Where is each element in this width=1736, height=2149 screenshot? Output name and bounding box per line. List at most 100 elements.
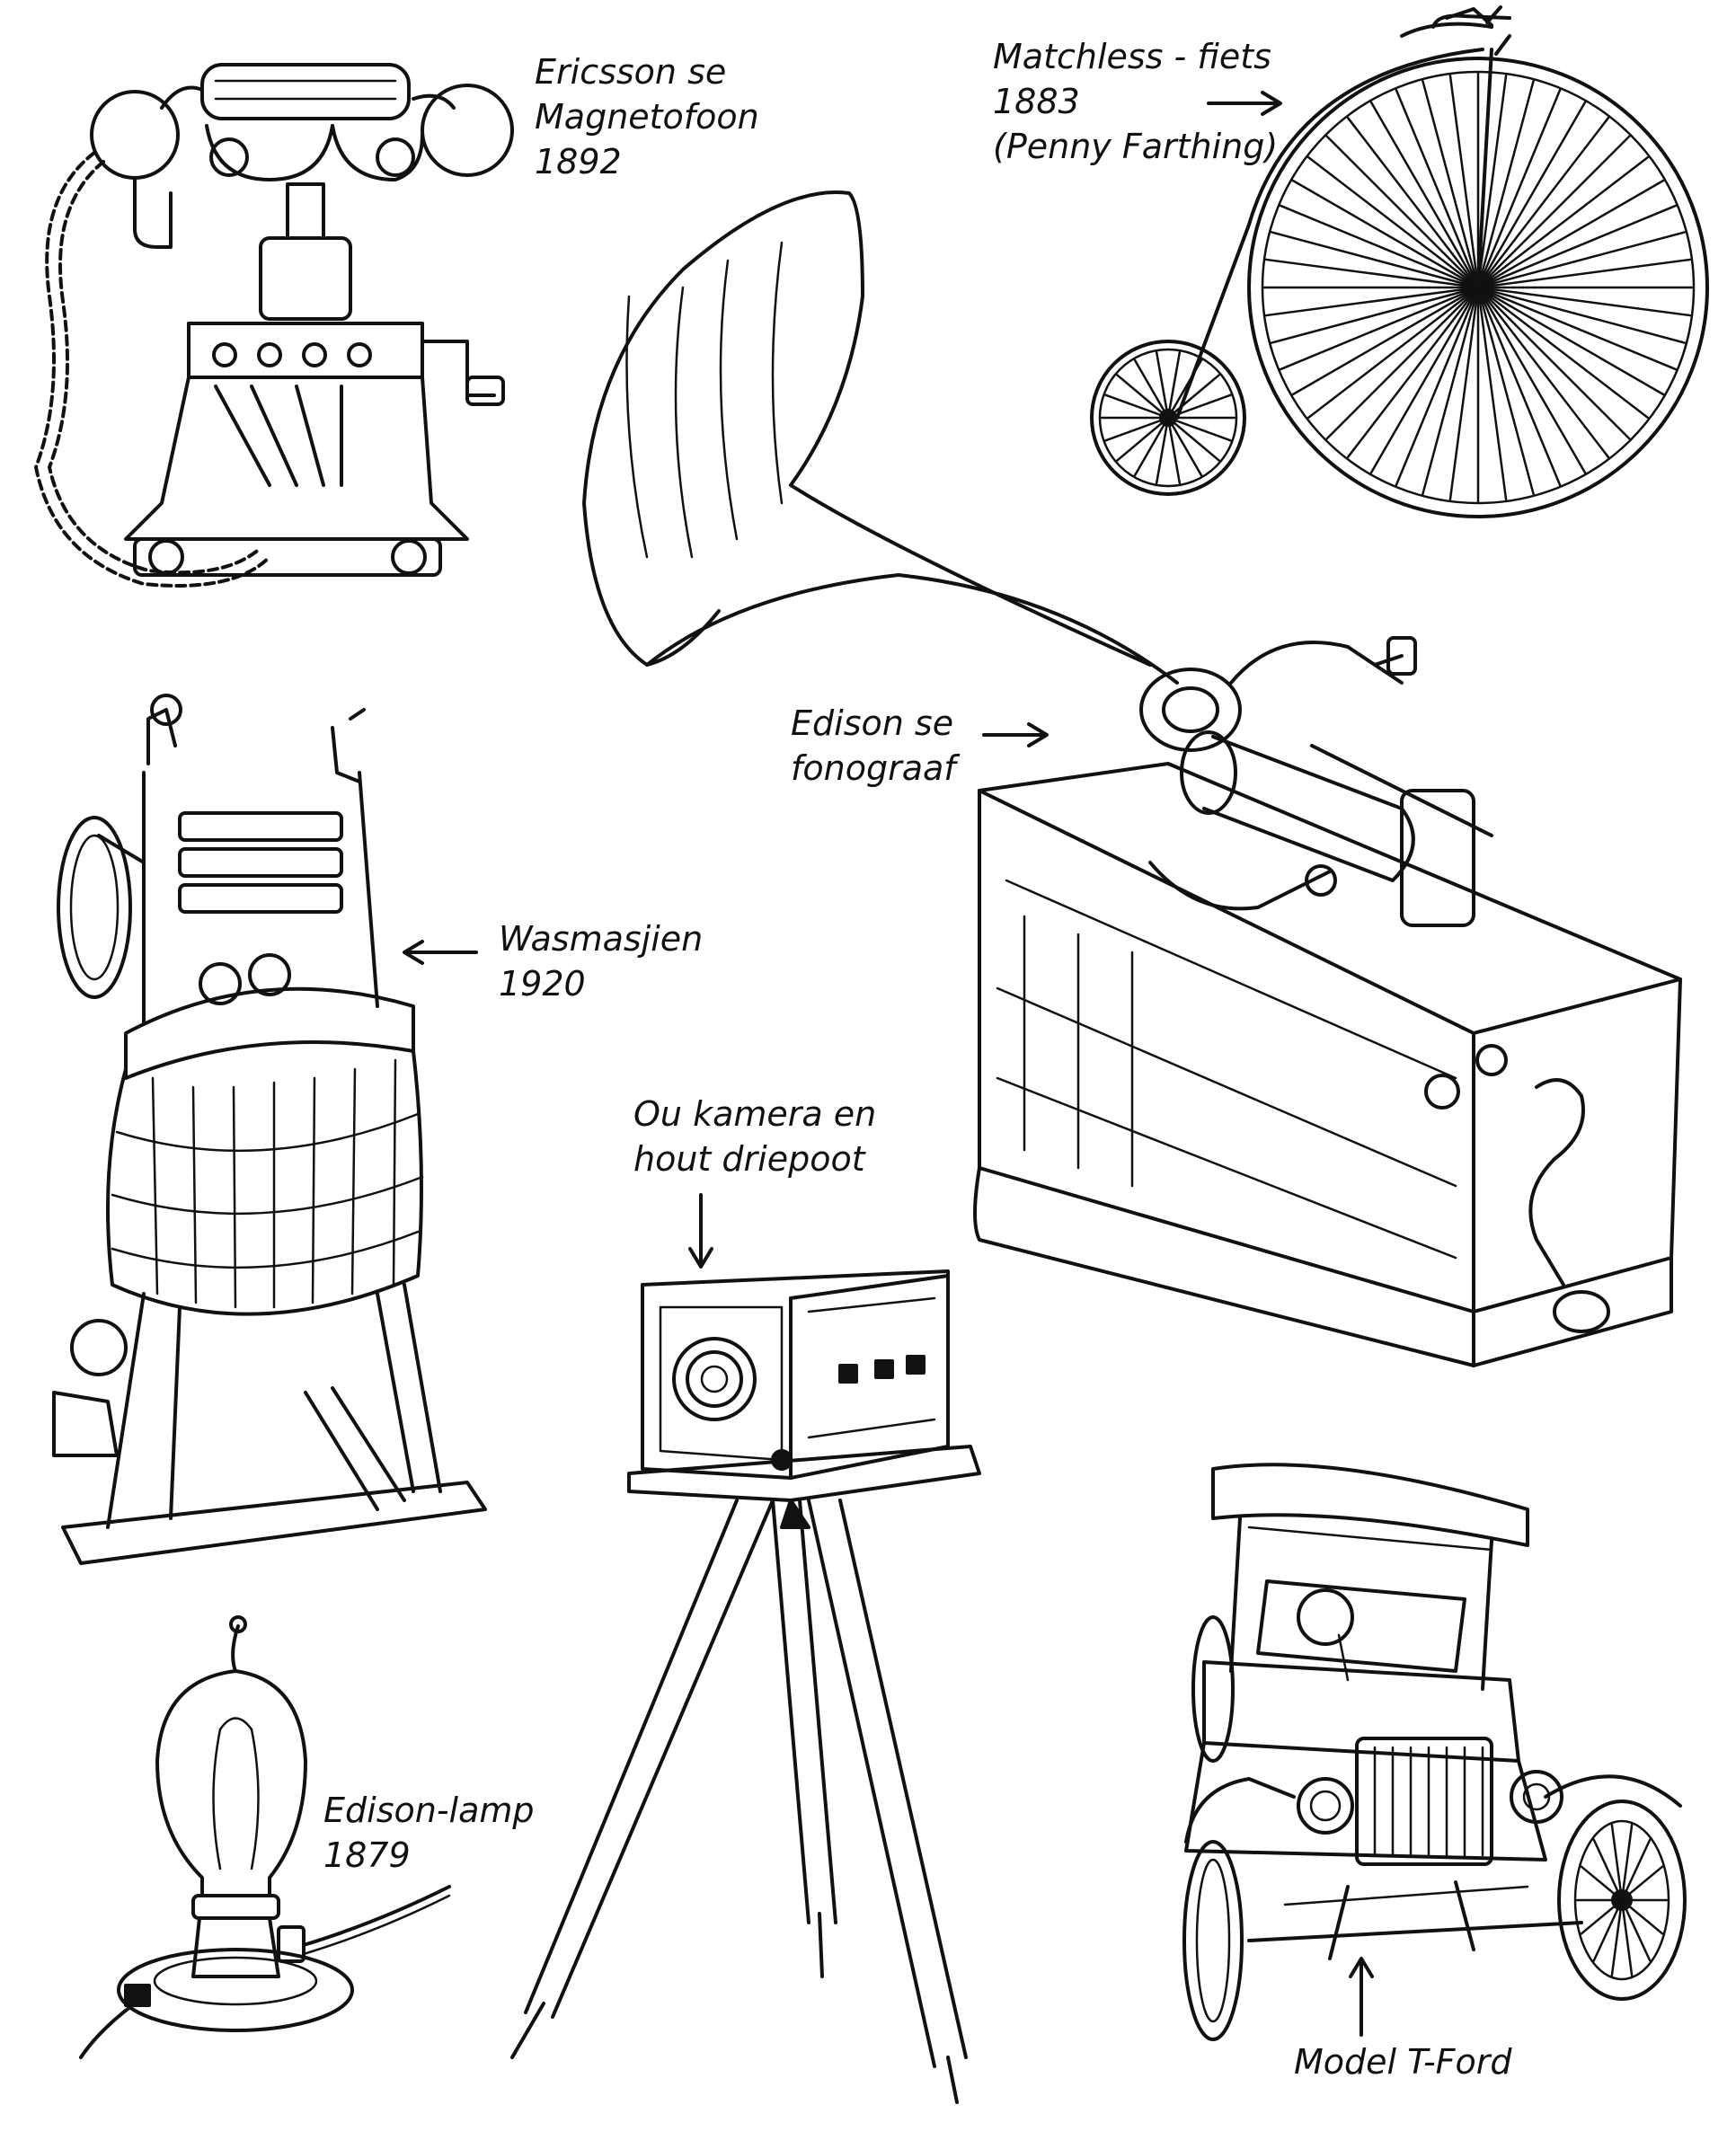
- wheel-spoke: [1476, 79, 1535, 289]
- wheel-spoke: [1476, 155, 1650, 289]
- wheel-spoke: [1166, 416, 1232, 442]
- wheel-spoke: [1580, 1898, 1624, 1935]
- lamp-caption-line1: Edison-lamp: [323, 1791, 535, 1830]
- wheel-spoke: [1476, 116, 1610, 289]
- wheel-spoke: [1620, 1898, 1664, 1935]
- car-caption-line1: Model T-Ford: [1294, 2042, 1512, 2082]
- wheel-spoke: [1133, 416, 1170, 477]
- wheel-spoke: [1116, 374, 1170, 420]
- telephone-caption: Ericsson se Magnetofoon 1892: [535, 49, 759, 184]
- wheel-spoke: [1476, 286, 1650, 420]
- wheel-spoke: [1166, 416, 1220, 462]
- arrow-left-icon: [403, 940, 478, 965]
- wheel-spoke: [1476, 286, 1665, 396]
- wheel-spoke: [1116, 416, 1170, 462]
- wheel-spoke: [1620, 1865, 1664, 1902]
- model-t-icon: [1182, 1463, 1687, 2041]
- wheel-spoke: [1306, 155, 1480, 289]
- wheel-spoke: [1620, 1898, 1634, 1977]
- wheel-spoke: [1580, 1865, 1624, 1902]
- wheel-spoke: [1369, 286, 1480, 474]
- wheel-spoke: [1476, 88, 1562, 289]
- wheel-spoke: [1346, 286, 1480, 459]
- wheel-spoke: [1476, 286, 1508, 501]
- light-bulb-icon: [79, 1615, 451, 2059]
- wheel-spoke: [1306, 286, 1480, 420]
- arrow-right-icon: [1207, 91, 1282, 116]
- arrow-right-icon: [982, 722, 1049, 747]
- washing-machine-icon: [52, 694, 487, 1565]
- washer-caption: Wasmasjien 1920: [499, 916, 703, 1006]
- wheel-spoke: [1325, 135, 1480, 289]
- telephone-caption-line3: 1892: [535, 142, 622, 181]
- telephone-caption-line1: Ericsson se: [535, 52, 727, 92]
- bicycle-caption-line1: Matchless - fiets: [993, 37, 1271, 76]
- wheel-spoke: [1291, 179, 1480, 289]
- wheel-spoke: [1104, 416, 1170, 442]
- wheel-spoke: [1422, 79, 1480, 289]
- penny-farthing-icon: [1090, 5, 1709, 518]
- wheel-spoke: [1476, 286, 1587, 474]
- wheel-spoke: [1476, 204, 1678, 289]
- wheel-spoke: [1476, 101, 1587, 289]
- telephone-icon: [34, 63, 514, 588]
- wheel-spoke: [1166, 416, 1182, 485]
- wheel-spoke: [1279, 286, 1480, 371]
- wheel-spoke: [1448, 286, 1480, 501]
- telephone-caption-line2: Magnetofoon: [535, 97, 759, 137]
- phonograph-caption-line2: fonograaf: [791, 748, 956, 788]
- bicycle-caption-line3: (Penny Farthing): [993, 127, 1279, 166]
- wheel-spoke: [1270, 231, 1480, 289]
- wheel-spoke: [1166, 374, 1220, 420]
- wheel-spoke: [1476, 286, 1610, 459]
- arrows: [403, 91, 1374, 2037]
- wheel-spoke: [1476, 286, 1687, 344]
- wheel-spoke: [1592, 1898, 1624, 1962]
- wheel-spoke: [1610, 1898, 1624, 1977]
- wheel-spoke: [1166, 416, 1203, 477]
- camera-caption-line1: Ou kamera en: [633, 1094, 877, 1134]
- wheel-spoke: [1279, 204, 1480, 289]
- bicycle-caption: Matchless - fiets 1883 (Penny Farthing): [993, 34, 1278, 169]
- wheel-spoke: [1264, 258, 1480, 289]
- wheel-spoke: [1270, 286, 1480, 344]
- phonograph-caption-line1: Edison se: [791, 703, 954, 743]
- wheel-spoke: [1476, 179, 1665, 289]
- wheel-spoke: [1422, 286, 1480, 496]
- camera-tripod-icon: [510, 1269, 981, 2104]
- wheel-spoke: [1133, 358, 1170, 420]
- wheel-spoke: [1346, 116, 1480, 289]
- wheel-spoke: [1476, 286, 1678, 371]
- camera-caption-line2: hout driepoot: [633, 1139, 865, 1179]
- wheel-spoke: [1166, 350, 1182, 420]
- wheel-spoke: [1476, 231, 1687, 289]
- wheel-spoke: [1476, 286, 1535, 496]
- wheel-spoke: [1592, 1838, 1624, 1902]
- wheel-spoke: [1155, 350, 1170, 420]
- washer-caption-line2: 1920: [499, 964, 586, 1004]
- wheel-spoke: [1476, 135, 1631, 289]
- lamp-caption: Edison-lamp 1879: [323, 1788, 535, 1878]
- wheel-spoke: [1369, 101, 1480, 289]
- camera-caption: Ou kamera en hout driepoot: [633, 1092, 876, 1181]
- wheel-spoke: [1325, 286, 1480, 440]
- bicycle-caption-line2: 1883: [993, 82, 1080, 121]
- wheel-spoke: [1476, 286, 1562, 487]
- wheel-spoke: [1264, 286, 1480, 317]
- washer-caption-line1: Wasmasjien: [499, 919, 704, 959]
- wheel-spoke: [1155, 416, 1170, 485]
- wheel-spoke: [1104, 394, 1170, 420]
- wheel-spoke: [1395, 286, 1480, 487]
- wheel-spoke: [1620, 1898, 1652, 1962]
- wheel-spoke: [1620, 1823, 1634, 1902]
- car-caption: Model T-Ford: [1294, 2039, 1512, 2084]
- phonograph-icon: [582, 190, 1682, 1367]
- wheel-spoke: [1476, 74, 1508, 289]
- wheel-spoke: [1291, 286, 1480, 396]
- arrow-up-icon: [1349, 1957, 1374, 2037]
- phonograph-caption: Edison se fonograaf: [791, 701, 956, 791]
- wheel-spoke: [1476, 258, 1692, 289]
- wheel-spoke: [1395, 88, 1480, 289]
- wheel-spoke: [1448, 74, 1480, 289]
